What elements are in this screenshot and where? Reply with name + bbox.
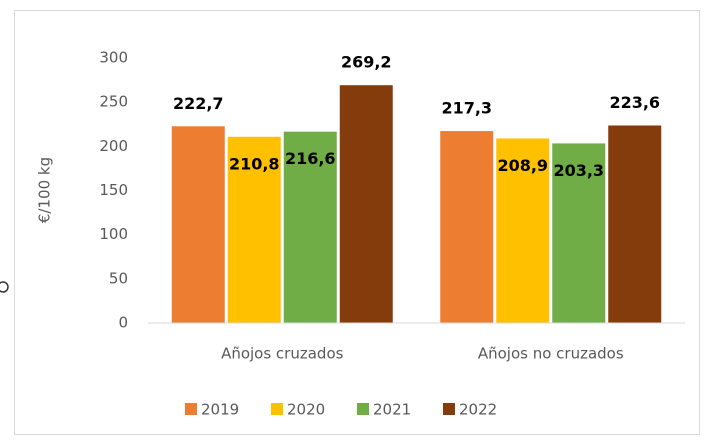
y-tick-label: 100 xyxy=(99,225,128,243)
y-tick-label: 200 xyxy=(99,137,128,155)
data-label: 216,6 xyxy=(285,149,336,168)
bar xyxy=(283,131,337,323)
data-label: 217,3 xyxy=(441,99,492,118)
data-label: 208,9 xyxy=(497,156,548,175)
bar xyxy=(608,125,662,323)
bar xyxy=(171,126,225,323)
legend-label: 2019 xyxy=(201,401,239,419)
bar xyxy=(552,143,606,323)
y-tick-label: 50 xyxy=(109,269,128,287)
legend-swatch xyxy=(271,403,283,415)
data-label: 203,3 xyxy=(553,161,604,180)
y-tick-label: 300 xyxy=(99,49,128,67)
x-tick-label: Añojos cruzados xyxy=(221,345,344,363)
legend-swatch xyxy=(357,403,369,415)
y-axis-title: €/100 kg xyxy=(36,157,54,223)
y-tick-label: 250 xyxy=(99,93,128,111)
data-label: 222,7 xyxy=(173,94,224,113)
bar xyxy=(496,138,550,323)
legend-swatch xyxy=(185,403,197,415)
legend-swatch xyxy=(443,403,455,415)
data-label: 210,8 xyxy=(229,154,280,173)
y-tick-label: 0 xyxy=(118,314,128,332)
bar xyxy=(440,131,494,323)
data-label: 223,6 xyxy=(609,93,660,112)
legend-label: 2020 xyxy=(287,401,325,419)
bar xyxy=(339,85,393,323)
legend-label: 2021 xyxy=(373,401,411,419)
resize-handle xyxy=(0,281,9,293)
y-tick-label: 150 xyxy=(99,181,128,199)
legend-label: 2022 xyxy=(459,401,497,419)
data-label: 269,2 xyxy=(341,53,392,72)
x-tick-label: Añojos no cruzados xyxy=(478,345,624,363)
bar xyxy=(227,136,281,323)
